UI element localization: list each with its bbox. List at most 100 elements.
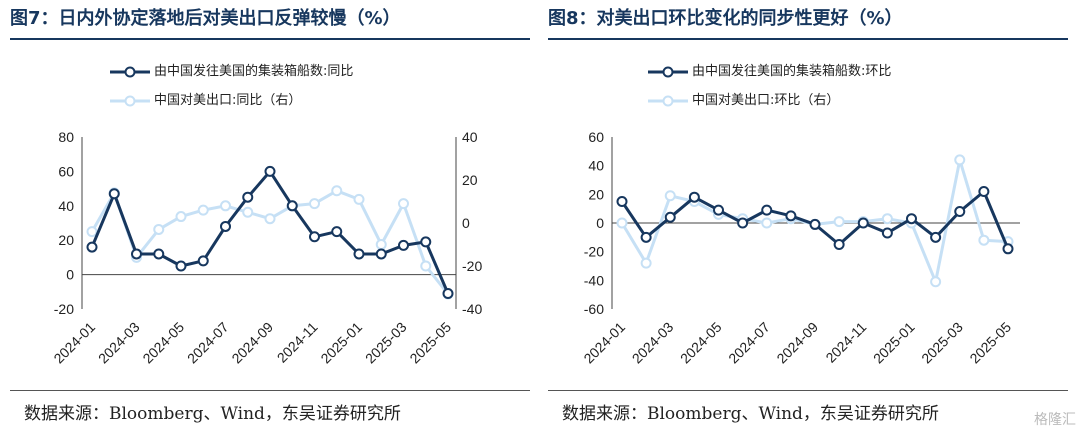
figure-7-plot: 806040200-2040200-20-402024-012024-03202… bbox=[50, 129, 482, 367]
figure-7-source: 数据来源：Bloomberg、Wind，东吴证券研究所 bbox=[24, 404, 401, 424]
y-left-tick-label: 20 bbox=[58, 232, 74, 248]
series-dark-line bbox=[90, 169, 450, 295]
series-dark-point bbox=[131, 248, 142, 260]
y-right-tick-label: -40 bbox=[462, 301, 482, 317]
legend-dark-line-marker-icon bbox=[110, 66, 150, 77]
y-left-tick-label: 60 bbox=[58, 163, 74, 179]
series-dark-point bbox=[264, 165, 276, 177]
series-light-point bbox=[398, 198, 409, 210]
y-left-tick-label: 40 bbox=[588, 158, 604, 174]
x-tick-label: 2025-05 bbox=[406, 319, 454, 367]
series-light-point bbox=[954, 154, 966, 166]
x-tick-label: 2025-01 bbox=[870, 319, 918, 367]
series-dark-point bbox=[286, 200, 298, 212]
series-light-point bbox=[833, 216, 845, 228]
x-tick-label: 2025-03 bbox=[362, 319, 410, 367]
series-dark-point bbox=[175, 260, 187, 272]
x-tick-label: 2024-01 bbox=[50, 319, 98, 367]
series-dark-point bbox=[353, 248, 365, 260]
y-left-tick-label: 80 bbox=[58, 129, 74, 145]
series-light-point bbox=[353, 193, 365, 205]
series-dark-point bbox=[954, 206, 966, 218]
series-dark-point bbox=[881, 227, 893, 239]
series-light-point bbox=[761, 217, 773, 229]
series-dark-point bbox=[375, 248, 387, 260]
figure-8-source-rule bbox=[548, 390, 1068, 391]
series-dark-point bbox=[640, 231, 652, 243]
series-dark-point bbox=[86, 241, 98, 253]
y-left-tick-label: -20 bbox=[584, 244, 604, 260]
x-tick-label: 2024-11 bbox=[822, 319, 869, 366]
series-dark-point bbox=[331, 226, 343, 238]
series-dark-point bbox=[978, 185, 990, 197]
x-tick-label: 2024-05 bbox=[139, 319, 187, 367]
y-right-tick-label: 40 bbox=[462, 129, 478, 145]
series-light-point bbox=[220, 200, 231, 212]
figure-7-title: 图7：日内外协定落地后对美出口反弹较慢（%） bbox=[10, 8, 401, 29]
series-dark-point bbox=[833, 239, 845, 250]
series-light-point bbox=[309, 198, 320, 210]
x-tick-label: 2024-07 bbox=[184, 319, 232, 367]
series-light-point bbox=[930, 276, 942, 288]
figure-7-legend-label-2: 中国对美出口:同比（右） bbox=[154, 93, 302, 108]
series-dark-point bbox=[809, 218, 821, 230]
series-light-point bbox=[375, 239, 387, 250]
series-light-point bbox=[616, 217, 628, 229]
legend-light-line-marker-icon bbox=[648, 95, 688, 106]
legend-dark-line-marker-icon bbox=[648, 66, 688, 77]
y-left-tick-label: -40 bbox=[584, 272, 604, 288]
series-dark-point bbox=[220, 220, 231, 232]
y-left-tick-label: -20 bbox=[54, 301, 74, 317]
figure-8-panel: 图8：对美出口环比变化的同步性更好（%） 由中国发往美国的集装箱船数:环比 中国… bbox=[548, 0, 1080, 435]
figure-7-source-rule bbox=[10, 390, 530, 391]
series-dark-point bbox=[713, 204, 724, 216]
series-dark-point bbox=[930, 231, 942, 243]
x-tick-label: 2024-07 bbox=[725, 319, 773, 367]
series-dark-point bbox=[442, 288, 454, 300]
figure-8-title-rule bbox=[548, 38, 1068, 40]
figure-8-legend-label-2: 中国对美出口:环比（右） bbox=[692, 93, 840, 108]
legend-light-line-marker-icon bbox=[110, 95, 150, 106]
series-light-point bbox=[881, 213, 893, 225]
series-dark-point bbox=[664, 211, 676, 223]
series-dark-point bbox=[785, 210, 797, 222]
x-tick-label: 2024-11 bbox=[274, 319, 321, 366]
y-left-tick-label: 0 bbox=[66, 267, 74, 283]
series-dark-point bbox=[197, 255, 209, 267]
series-light-point bbox=[197, 204, 209, 216]
series-dark-point bbox=[153, 248, 165, 260]
series-light-line bbox=[90, 189, 450, 295]
series-light-point bbox=[420, 260, 432, 272]
series-light-point bbox=[86, 226, 98, 238]
figure-7-legend-label-1: 由中国发往美国的集装箱船数:同比 bbox=[154, 64, 354, 79]
x-tick-label: 2024-03 bbox=[95, 319, 143, 367]
series-dark-point bbox=[242, 191, 254, 203]
series-dark-point bbox=[309, 231, 320, 243]
x-tick-label: 2025-01 bbox=[317, 319, 365, 367]
series-light-point bbox=[978, 234, 990, 246]
series-light-point bbox=[331, 185, 343, 197]
x-tick-label: 2024-09 bbox=[773, 319, 821, 367]
figure-8-legend-label-1: 由中国发往美国的集装箱船数:环比 bbox=[692, 64, 892, 79]
x-tick-label: 2025-03 bbox=[918, 319, 966, 367]
series-light-point bbox=[175, 211, 187, 223]
figure-7-panel: 图7：日内外协定落地后对美出口反弹较慢（%） 由中国发往美国的集装箱船数:同比 … bbox=[10, 0, 542, 435]
series-dark-point bbox=[688, 191, 700, 203]
x-tick-label: 2024-09 bbox=[228, 319, 276, 367]
series-dark-point bbox=[108, 188, 120, 200]
y-left-tick-label: 0 bbox=[596, 215, 604, 231]
figure-8-legend-item-2: 中国对美出口:环比（右） bbox=[648, 89, 839, 108]
figure-7-title-rule bbox=[10, 38, 530, 40]
series-light-point bbox=[153, 223, 165, 235]
y-left-tick-label: 20 bbox=[588, 186, 604, 202]
y-right-tick-label: 0 bbox=[462, 215, 470, 231]
series-dark-point bbox=[1002, 243, 1014, 255]
x-tick-label: 2024-05 bbox=[677, 319, 725, 367]
series-dark-point bbox=[420, 236, 432, 248]
figure-8-source: 数据来源：Bloomberg、Wind，东吴证券研究所 bbox=[562, 404, 939, 424]
series-dark-point bbox=[857, 217, 869, 229]
series-dark-point bbox=[761, 204, 773, 216]
x-tick-label: 2024-01 bbox=[580, 319, 628, 367]
watermark-logo: 格隆汇 bbox=[1034, 412, 1076, 428]
